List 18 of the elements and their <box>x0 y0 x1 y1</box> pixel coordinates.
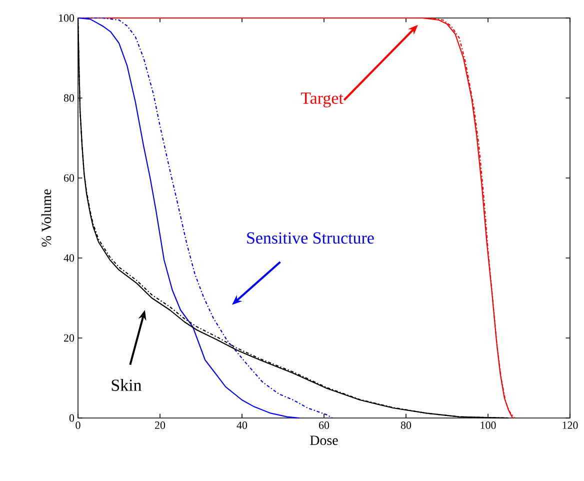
y-tick-label: 40 <box>64 254 74 262</box>
x-axis-title: Dose <box>310 436 338 446</box>
x-tick-label: 60 <box>318 422 330 429</box>
annotation: Sensitive Structure <box>247 232 374 244</box>
y-tick-label: 60 <box>64 174 74 182</box>
annotation: Skin <box>112 379 142 391</box>
y-tick-label: 80 <box>64 94 74 102</box>
x-tick-label: 0 <box>76 422 80 429</box>
y-tick-label: 100 <box>59 14 74 22</box>
y-tick-label: 0 <box>69 414 74 422</box>
x-tick-label: 120 <box>562 422 578 429</box>
x-tick-label: 20 <box>155 422 166 429</box>
x-tick-label: 80 <box>400 422 412 429</box>
x-tick-label: 40 <box>236 422 248 429</box>
x-tick-label: 100 <box>480 422 496 429</box>
y-tick-label: 20 <box>64 334 74 342</box>
annotation: Target <box>300 92 344 108</box>
y-axis-title: % Volume <box>41 189 52 247</box>
